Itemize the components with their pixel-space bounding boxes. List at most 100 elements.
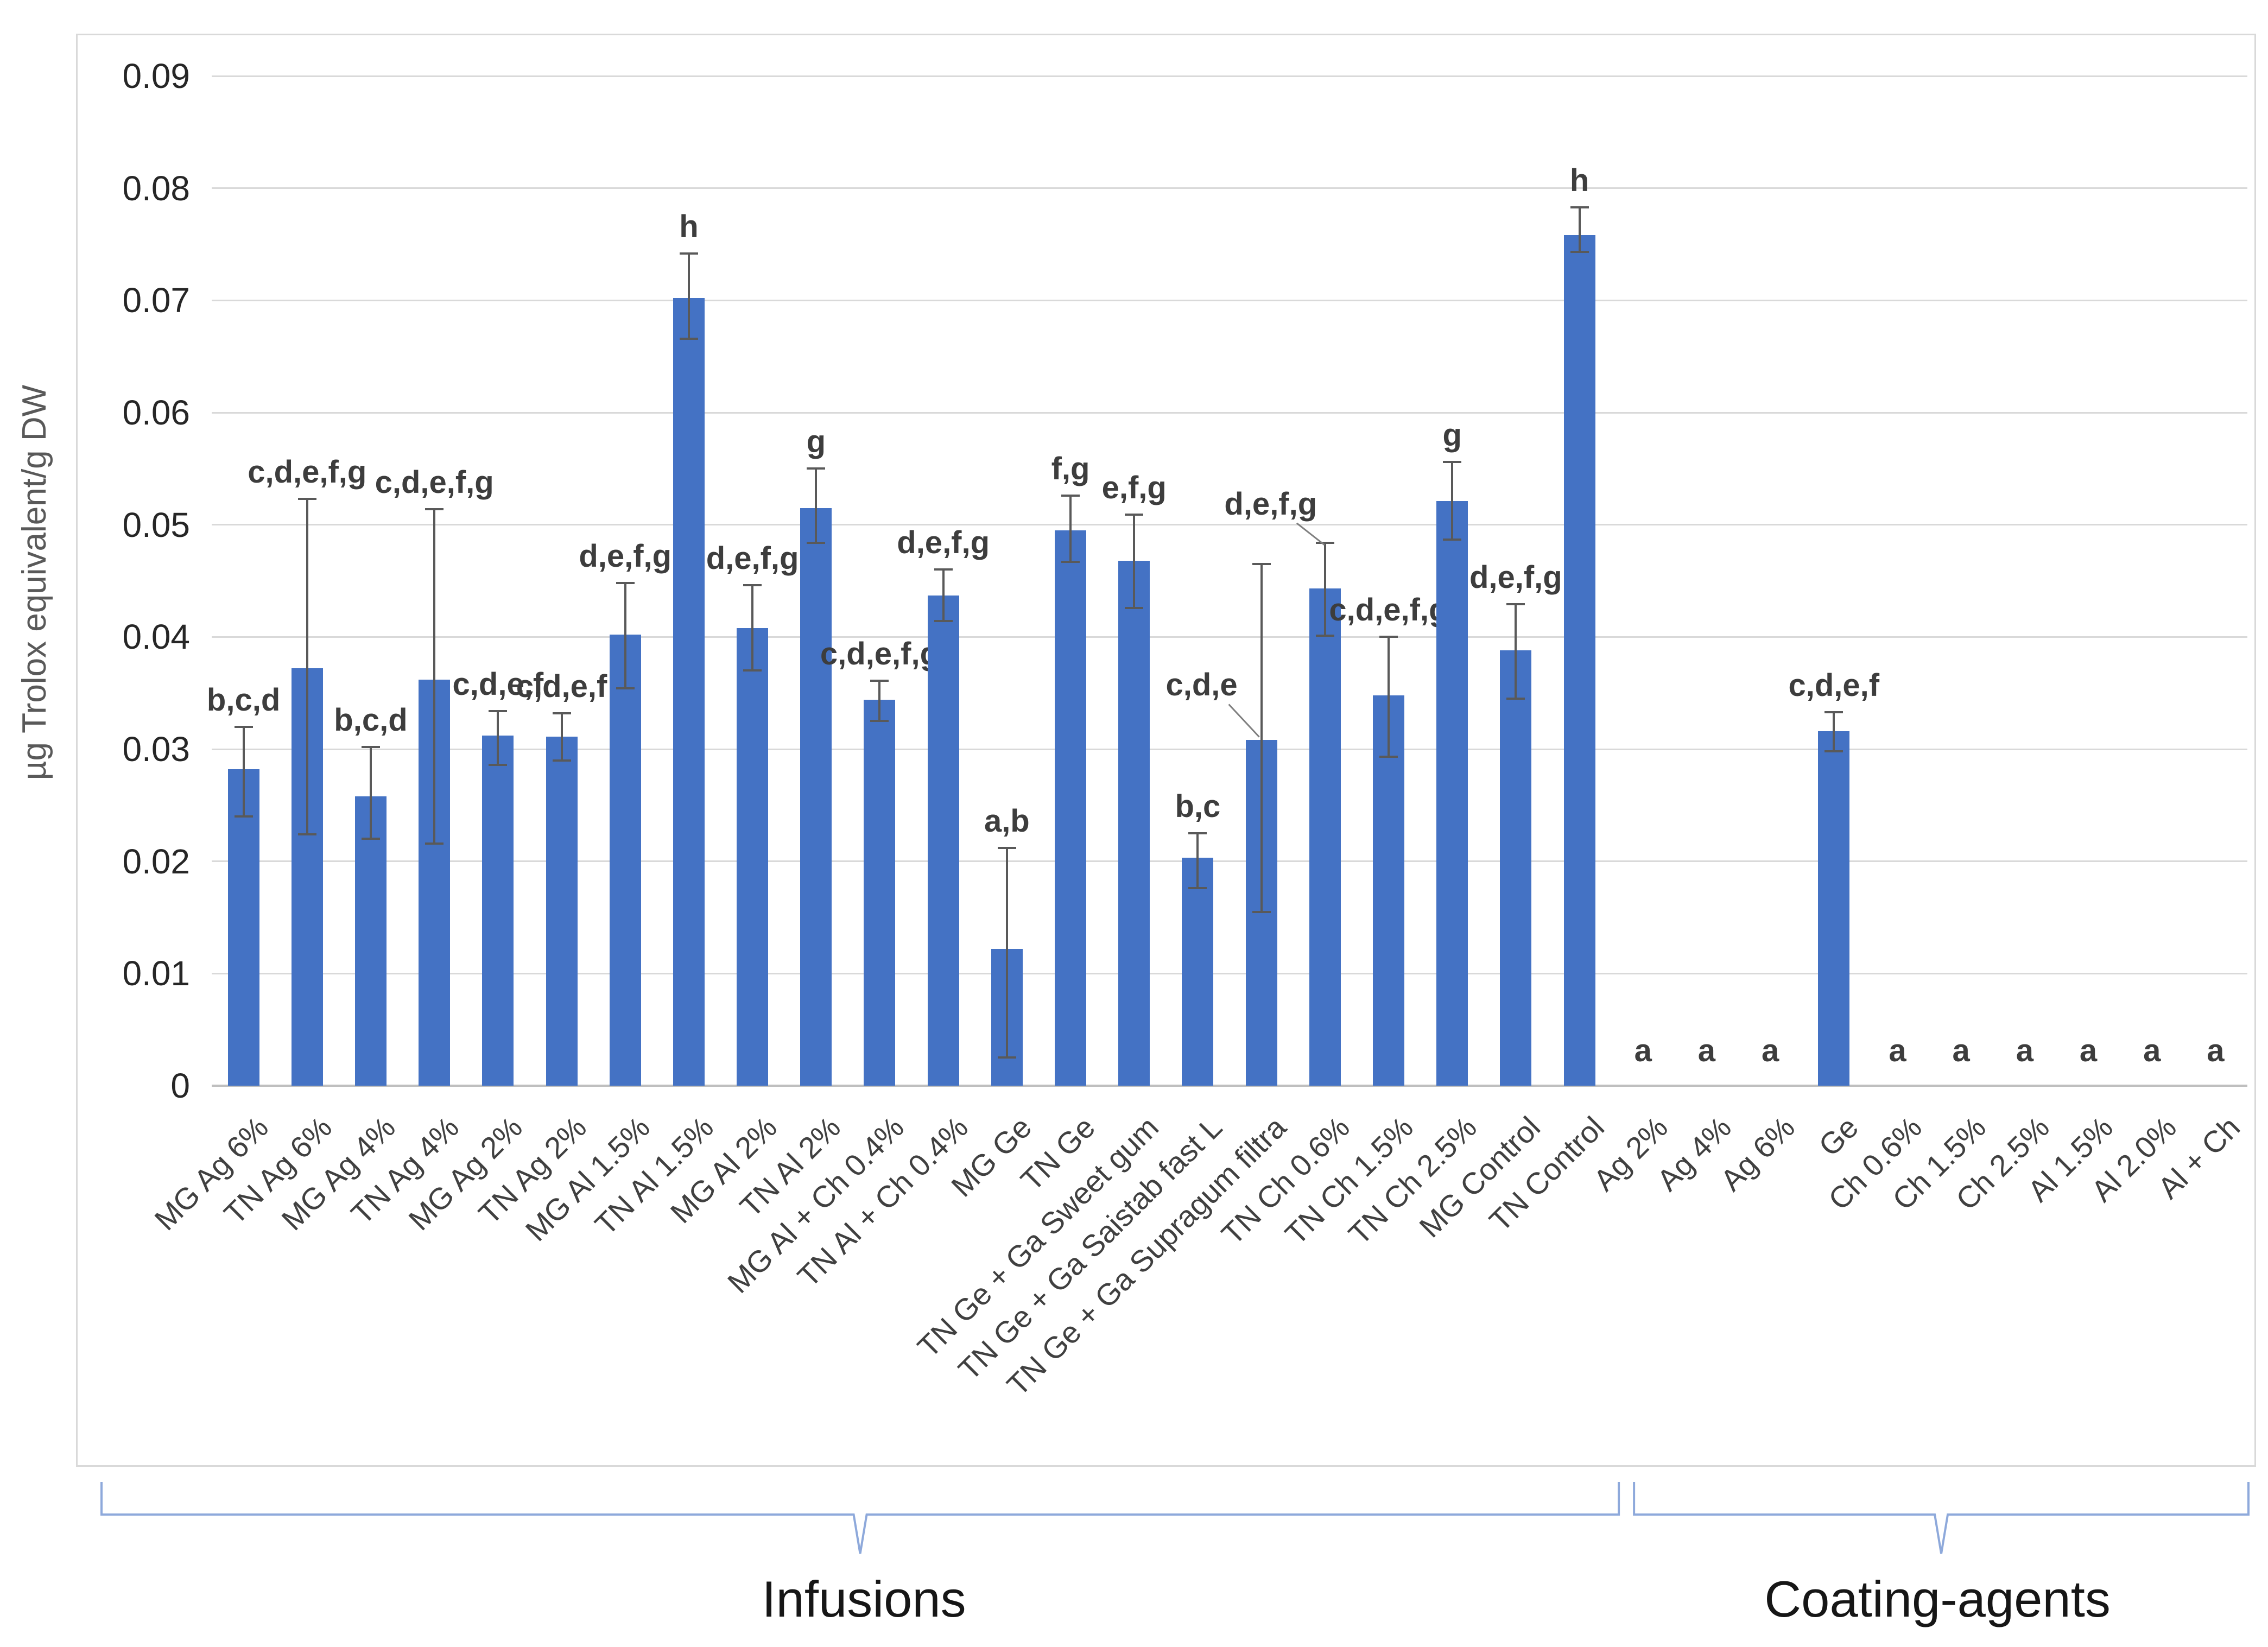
y-axis-tick-label: 0.05 [122, 505, 190, 544]
error-bar-bottom-cap [616, 687, 635, 690]
error-bar-top-cap [234, 725, 253, 728]
bar [546, 737, 578, 1086]
bar [737, 628, 769, 1086]
significance-letters: h [1569, 162, 1589, 198]
error-bar-top-cap [1125, 514, 1144, 516]
error-bar [1833, 712, 1835, 752]
gridline [212, 748, 2247, 750]
error-bar-top-cap [1506, 603, 1525, 606]
y-axis-tick-label: 0 [170, 1066, 190, 1105]
significance-letters: h [679, 208, 699, 244]
y-axis-tick-label: 0.06 [122, 393, 190, 432]
significance-letters: c,d,e,f,g [375, 464, 494, 500]
bar [1118, 560, 1150, 1086]
significance-letters: d,e,f,g [897, 525, 990, 561]
error-bar-bottom-cap [297, 833, 316, 836]
y-axis-tick-label: 0.01 [122, 954, 190, 993]
error-bar-bottom-cap [361, 838, 380, 840]
error-bar [306, 499, 308, 835]
error-bar [497, 711, 499, 765]
significance-letters: e,f,g [1101, 470, 1167, 506]
error-bar-bottom-cap [1379, 756, 1398, 758]
significance-letters: a [1952, 1033, 1970, 1068]
y-axis-tick-label: 0.07 [122, 281, 190, 320]
significance-letters: a [1889, 1033, 1906, 1068]
error-bar [942, 569, 945, 622]
error-bar-top-cap [489, 710, 508, 712]
error-bar-top-cap [1379, 636, 1398, 638]
error-bar-top-cap [1443, 460, 1462, 463]
error-bar-bottom-cap [743, 669, 762, 672]
error-bar [1069, 495, 1072, 562]
error-bar-bottom-cap [1125, 606, 1144, 609]
significance-letters: c,d,e,f,g [248, 454, 367, 490]
significance-letters: a [2079, 1033, 2098, 1068]
error-bar-bottom-cap [489, 763, 508, 766]
significance-letters: c,d,e,f [452, 666, 544, 702]
error-bar-bottom-cap [1188, 887, 1207, 890]
x-axis-line [212, 1085, 2247, 1087]
error-bar [1196, 833, 1199, 889]
gridline [212, 187, 2247, 189]
gridline [212, 75, 2247, 77]
error-bar-bottom-cap [234, 815, 253, 818]
error-bar [1260, 564, 1263, 912]
error-bar-bottom-cap [1506, 698, 1525, 700]
error-bar [1451, 461, 1454, 540]
error-bar-bottom-cap [425, 842, 444, 845]
error-bar-bottom-cap [1443, 538, 1462, 541]
error-bar-top-cap [1315, 541, 1334, 544]
bar [864, 700, 896, 1086]
error-bar-top-cap [743, 584, 762, 587]
error-bar-top-cap [297, 498, 316, 501]
bar [673, 298, 705, 1086]
bar [927, 595, 959, 1086]
significance-letters: g [1442, 417, 1462, 453]
significance-letters: a [2016, 1033, 2033, 1068]
bar [1182, 858, 1214, 1086]
significance-letters: b,c,d [206, 682, 281, 718]
y-axis-title: µg Trolox equivalent/g DW [16, 384, 53, 781]
bar [227, 769, 259, 1086]
group-label-infusions: Infusions [762, 1570, 966, 1627]
error-bar-top-cap [616, 582, 635, 585]
error-bar [687, 253, 690, 339]
significance-letters: d,e,f,g [706, 541, 799, 577]
bar [1818, 731, 1850, 1086]
y-axis-tick-label: 0.03 [122, 730, 190, 769]
error-bar-bottom-cap [870, 720, 889, 723]
significance-letters: d,e,f,g [1224, 486, 1317, 522]
significance-letters: a,b [984, 803, 1030, 839]
error-bar [878, 680, 881, 721]
error-bar [1323, 542, 1326, 636]
y-axis-tick-label: 0.02 [122, 841, 190, 881]
error-bar-top-cap [425, 508, 444, 510]
significance-letters: g [806, 424, 826, 460]
significance-letters: d,e,f,g [579, 539, 672, 574]
error-bar-bottom-cap [1252, 910, 1271, 913]
error-bar [433, 509, 436, 844]
error-bar-bottom-cap [552, 759, 571, 762]
error-bar-top-cap [552, 712, 571, 714]
error-bar-bottom-cap [1570, 251, 1589, 254]
error-bar-top-cap [1570, 206, 1589, 208]
gridline [212, 411, 2247, 414]
y-axis-tick-label: 0.08 [122, 168, 190, 208]
error-bar-top-cap [679, 252, 698, 255]
error-bar-bottom-cap [997, 1056, 1016, 1059]
bar [800, 508, 832, 1086]
gridline [212, 524, 2247, 526]
bar [1436, 501, 1468, 1086]
significance-letters: f,g [1051, 451, 1090, 486]
error-bar-top-cap [1061, 494, 1080, 497]
significance-letters: a [1697, 1033, 1716, 1068]
significance-letters: a [2143, 1033, 2161, 1068]
significance-letters: a [1761, 1033, 1779, 1068]
significance-letters: a [1634, 1033, 1652, 1068]
coating-agents-brace [1633, 1482, 2250, 1554]
bar [609, 635, 641, 1086]
bar [1500, 650, 1532, 1086]
significance-letters: a [2207, 1033, 2225, 1068]
error-bar-top-cap [361, 745, 380, 748]
